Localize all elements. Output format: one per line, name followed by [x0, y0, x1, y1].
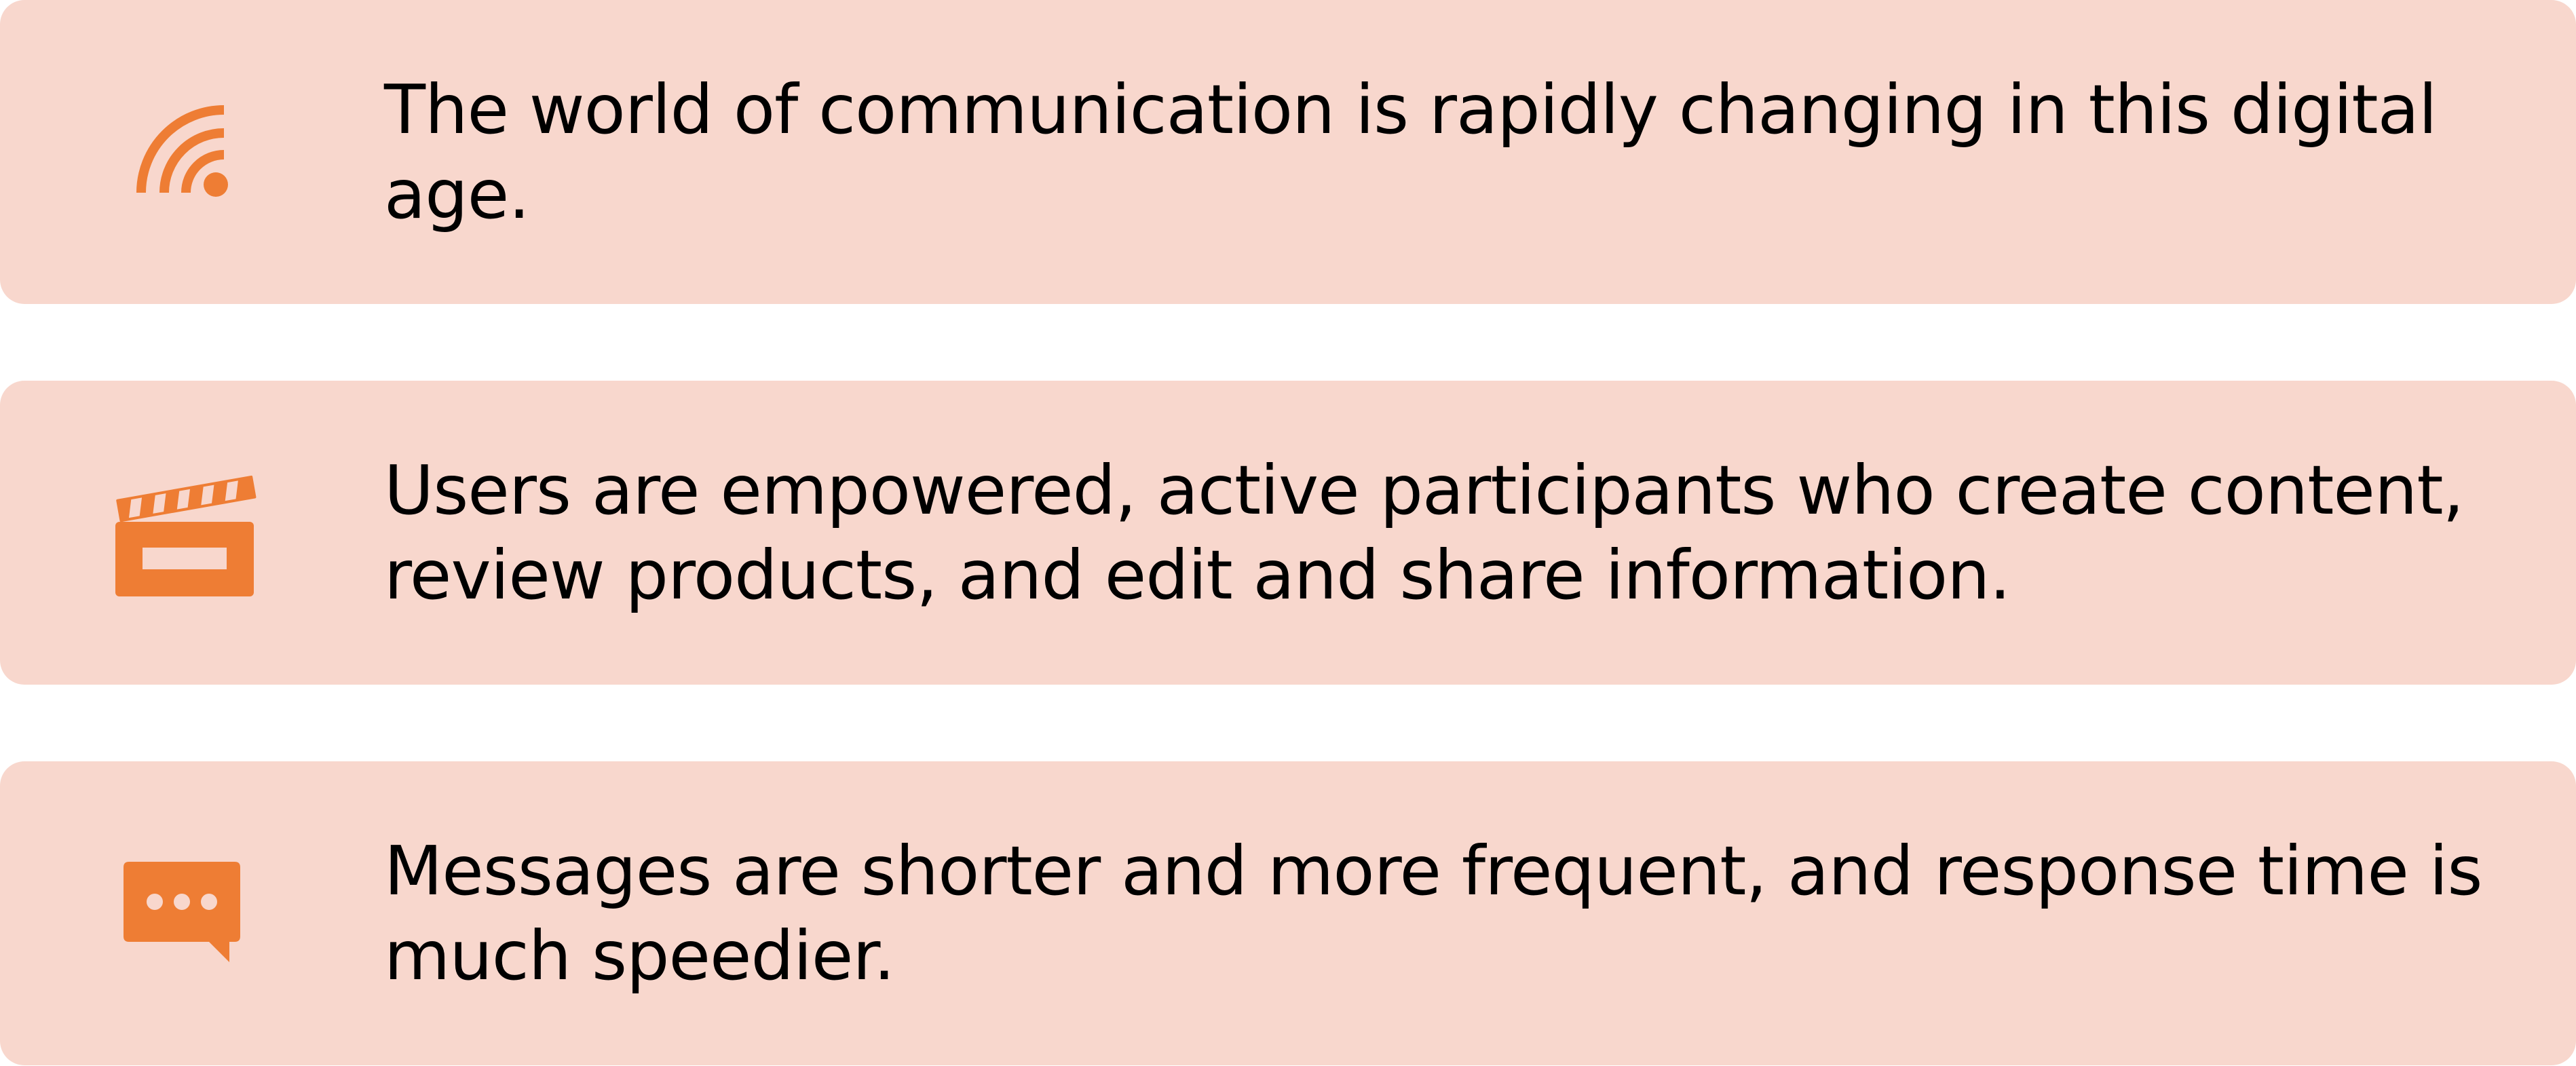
info-text-messages: Messages are shorter and more frequent, … [384, 831, 2483, 995]
clapperboard-icon [115, 475, 257, 596]
rss-feed-icon [136, 105, 228, 197]
info-card-users: Users are empowered, active participants… [0, 381, 2576, 685]
info-card-messages: Messages are shorter and more frequent, … [0, 761, 2576, 1065]
icon-container [95, 761, 271, 1065]
info-card-communication: The world of communication is rapidly ch… [0, 0, 2576, 304]
chat-bubble-icon [124, 862, 240, 962]
info-text: Users are empowered, active participants… [384, 381, 2508, 685]
info-text: The world of communication is rapidly ch… [384, 0, 2508, 304]
info-text: Messages are shorter and more frequent, … [384, 761, 2508, 1065]
info-text-users: Users are empowered, active participants… [384, 451, 2464, 615]
icon-container [95, 0, 271, 304]
icon-container [95, 381, 271, 685]
info-text-communication: The world of communication is rapidly ch… [384, 70, 2438, 234]
